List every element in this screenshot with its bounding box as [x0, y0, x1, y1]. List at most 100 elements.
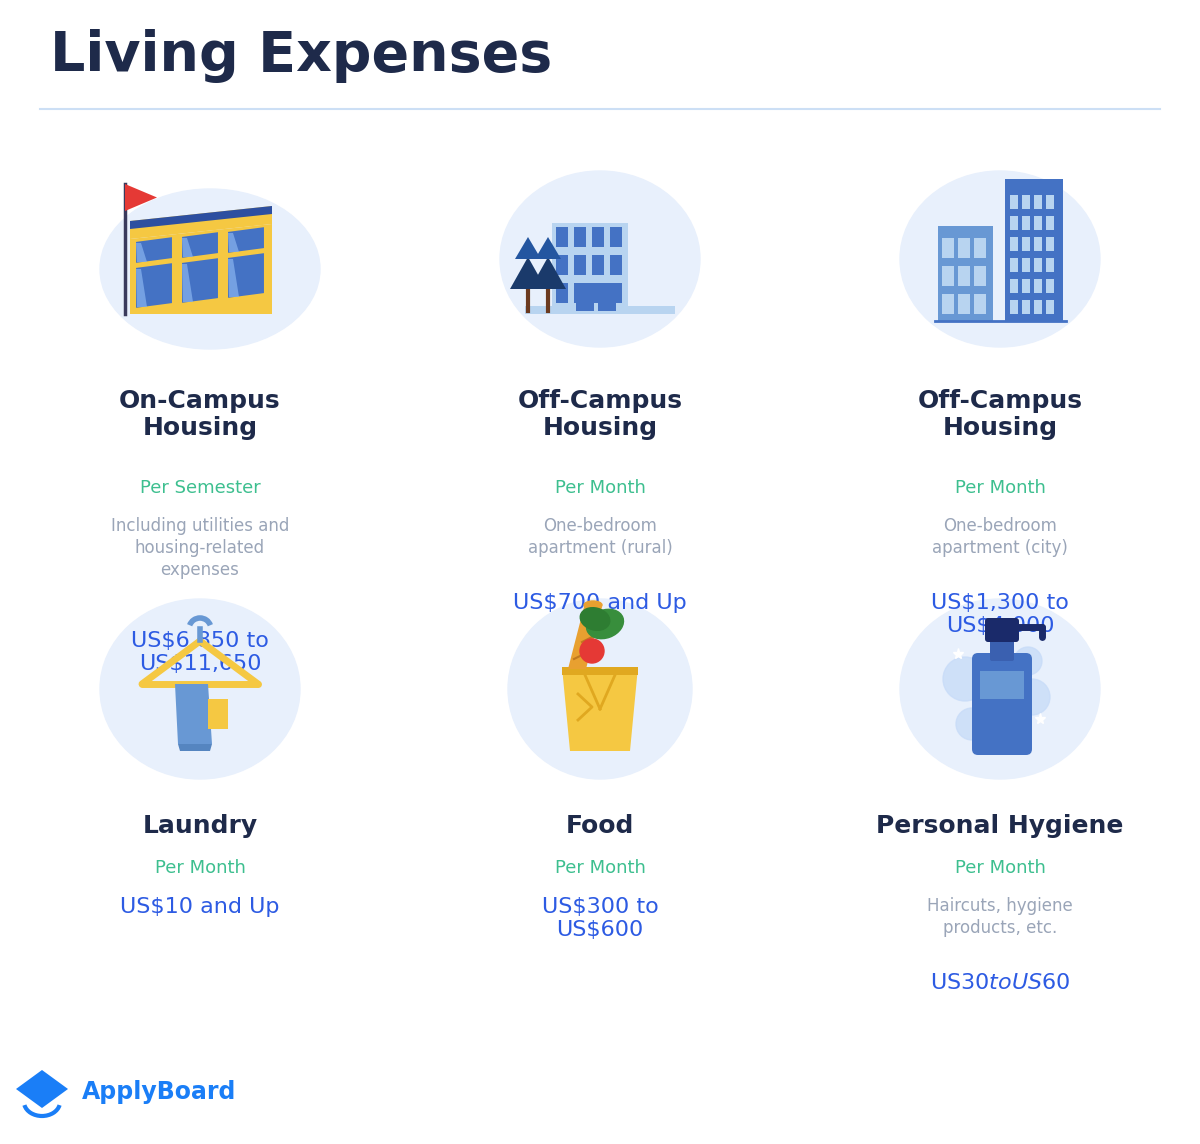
FancyBboxPatch shape	[1034, 216, 1042, 230]
FancyBboxPatch shape	[1022, 259, 1030, 272]
Ellipse shape	[587, 610, 624, 638]
FancyBboxPatch shape	[1022, 194, 1030, 209]
Text: Personal Hygiene: Personal Hygiene	[876, 815, 1123, 839]
Text: Per Semester: Per Semester	[139, 479, 260, 496]
FancyBboxPatch shape	[958, 238, 970, 259]
Circle shape	[1014, 648, 1042, 675]
Text: Per Month: Per Month	[554, 479, 646, 496]
Ellipse shape	[508, 599, 692, 779]
Polygon shape	[208, 699, 228, 729]
FancyBboxPatch shape	[1010, 237, 1018, 251]
FancyBboxPatch shape	[1022, 237, 1030, 251]
FancyBboxPatch shape	[1046, 300, 1054, 313]
FancyBboxPatch shape	[1006, 178, 1063, 321]
Ellipse shape	[100, 599, 300, 779]
FancyBboxPatch shape	[576, 283, 594, 311]
FancyBboxPatch shape	[574, 283, 586, 303]
Polygon shape	[130, 206, 272, 229]
FancyBboxPatch shape	[974, 267, 986, 286]
Ellipse shape	[584, 601, 602, 609]
FancyBboxPatch shape	[1046, 194, 1054, 209]
Polygon shape	[568, 607, 602, 669]
FancyBboxPatch shape	[1034, 279, 1042, 293]
FancyBboxPatch shape	[610, 255, 622, 275]
FancyBboxPatch shape	[556, 283, 568, 303]
Polygon shape	[181, 257, 220, 304]
FancyBboxPatch shape	[1046, 279, 1054, 293]
FancyBboxPatch shape	[1046, 259, 1054, 272]
Text: Per Month: Per Month	[954, 479, 1045, 496]
FancyBboxPatch shape	[972, 653, 1032, 755]
FancyBboxPatch shape	[1034, 194, 1042, 209]
Polygon shape	[175, 684, 212, 744]
FancyBboxPatch shape	[610, 283, 622, 303]
Ellipse shape	[581, 607, 610, 630]
FancyBboxPatch shape	[958, 294, 970, 313]
Polygon shape	[182, 264, 193, 302]
FancyBboxPatch shape	[1010, 216, 1018, 230]
Ellipse shape	[900, 170, 1100, 347]
Polygon shape	[178, 744, 212, 750]
Text: On-Campus
Housing: On-Campus Housing	[119, 389, 281, 439]
Polygon shape	[535, 237, 562, 259]
FancyBboxPatch shape	[974, 238, 986, 259]
FancyBboxPatch shape	[942, 267, 954, 286]
Polygon shape	[515, 237, 541, 259]
FancyBboxPatch shape	[1046, 237, 1054, 251]
Text: US$10 and Up: US$10 and Up	[120, 897, 280, 917]
FancyBboxPatch shape	[1010, 194, 1018, 209]
Text: Per Month: Per Month	[155, 859, 246, 877]
FancyBboxPatch shape	[985, 618, 1019, 642]
Text: Per Month: Per Month	[954, 859, 1045, 877]
FancyBboxPatch shape	[1034, 300, 1042, 313]
Text: Food: Food	[566, 815, 634, 839]
FancyBboxPatch shape	[958, 267, 970, 286]
Text: Off-Campus
Housing: Off-Campus Housing	[517, 389, 683, 439]
Circle shape	[956, 708, 988, 740]
Text: Laundry: Laundry	[143, 815, 258, 839]
Polygon shape	[228, 259, 239, 297]
Text: Per Month: Per Month	[554, 859, 646, 877]
Polygon shape	[125, 184, 157, 210]
Circle shape	[943, 657, 986, 701]
FancyBboxPatch shape	[574, 255, 586, 275]
Polygon shape	[227, 227, 265, 254]
FancyBboxPatch shape	[526, 305, 674, 313]
FancyBboxPatch shape	[990, 635, 1014, 661]
FancyBboxPatch shape	[1022, 279, 1030, 293]
FancyBboxPatch shape	[938, 227, 994, 321]
Polygon shape	[530, 257, 566, 289]
Polygon shape	[136, 243, 148, 262]
Text: Living Expenses: Living Expenses	[50, 29, 552, 84]
Text: US$700 and Up: US$700 and Up	[514, 593, 686, 613]
FancyBboxPatch shape	[942, 294, 954, 313]
FancyBboxPatch shape	[592, 255, 604, 275]
Text: One-bedroom
apartment (rural): One-bedroom apartment (rural)	[528, 517, 672, 557]
Polygon shape	[562, 667, 638, 750]
Polygon shape	[228, 233, 239, 252]
Text: Haircuts, hygiene
products, etc.: Haircuts, hygiene products, etc.	[928, 897, 1073, 937]
Polygon shape	[562, 667, 638, 675]
FancyBboxPatch shape	[1010, 259, 1018, 272]
FancyBboxPatch shape	[598, 283, 616, 311]
Polygon shape	[130, 206, 272, 239]
Text: US$30 to US$60: US$30 to US$60	[930, 974, 1070, 993]
FancyBboxPatch shape	[610, 227, 622, 247]
Text: Including utilities and
housing-related
expenses: Including utilities and housing-related …	[110, 517, 289, 579]
Text: US$6,850 to
US$11,650: US$6,850 to US$11,650	[131, 631, 269, 674]
Polygon shape	[510, 257, 546, 289]
Circle shape	[580, 639, 604, 664]
Polygon shape	[134, 236, 173, 264]
FancyBboxPatch shape	[592, 283, 604, 303]
Text: One-bedroom
apartment (city): One-bedroom apartment (city)	[932, 517, 1068, 557]
Polygon shape	[16, 1070, 68, 1109]
FancyBboxPatch shape	[574, 227, 586, 247]
Ellipse shape	[900, 599, 1100, 779]
Polygon shape	[136, 269, 148, 307]
Polygon shape	[181, 231, 220, 259]
Polygon shape	[227, 252, 265, 299]
Ellipse shape	[500, 170, 700, 347]
Polygon shape	[130, 224, 272, 313]
Text: ApplyBoard: ApplyBoard	[82, 1080, 236, 1104]
FancyBboxPatch shape	[552, 223, 628, 311]
